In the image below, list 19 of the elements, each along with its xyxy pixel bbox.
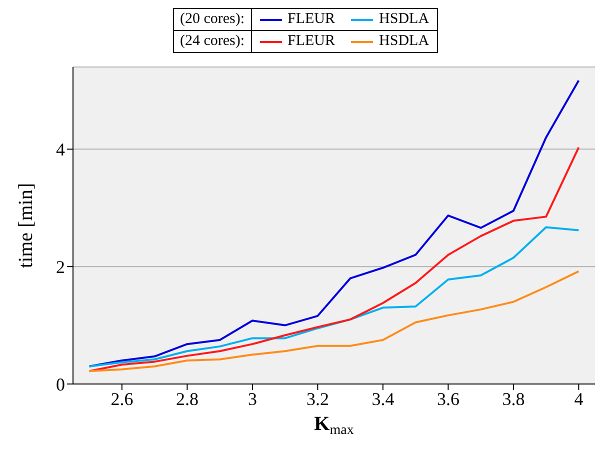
text: (20 cores): xyxy=(173,8,252,30)
text: (24 cores): xyxy=(173,30,252,52)
y-axis-title: time [min] xyxy=(15,183,37,268)
x-tick-label: 3.2 xyxy=(306,388,329,409)
y-tick-label: 0 xyxy=(56,374,65,394)
x-tick-label: 3.6 xyxy=(436,388,460,409)
x-tick-label: 4 xyxy=(574,388,584,409)
x-axis-title: K$_{max}$ xyxy=(314,413,354,438)
legend-label: FLEUR xyxy=(286,10,336,29)
x-tick-label: 2.6 xyxy=(110,388,134,409)
legend-label: HSDLA xyxy=(378,10,430,29)
legend-label: FLEUR xyxy=(286,32,336,51)
x-tick-label: 3.4 xyxy=(372,388,394,409)
y-tick-label: 2 xyxy=(56,256,65,277)
y-tick-label: 4 xyxy=(56,140,65,160)
legend-label: HSDLA xyxy=(378,32,430,51)
x-tick-label: 3.8 xyxy=(502,388,525,409)
x-tick-label: 3 xyxy=(248,388,257,409)
x-tick-label: 2.8 xyxy=(176,388,198,409)
